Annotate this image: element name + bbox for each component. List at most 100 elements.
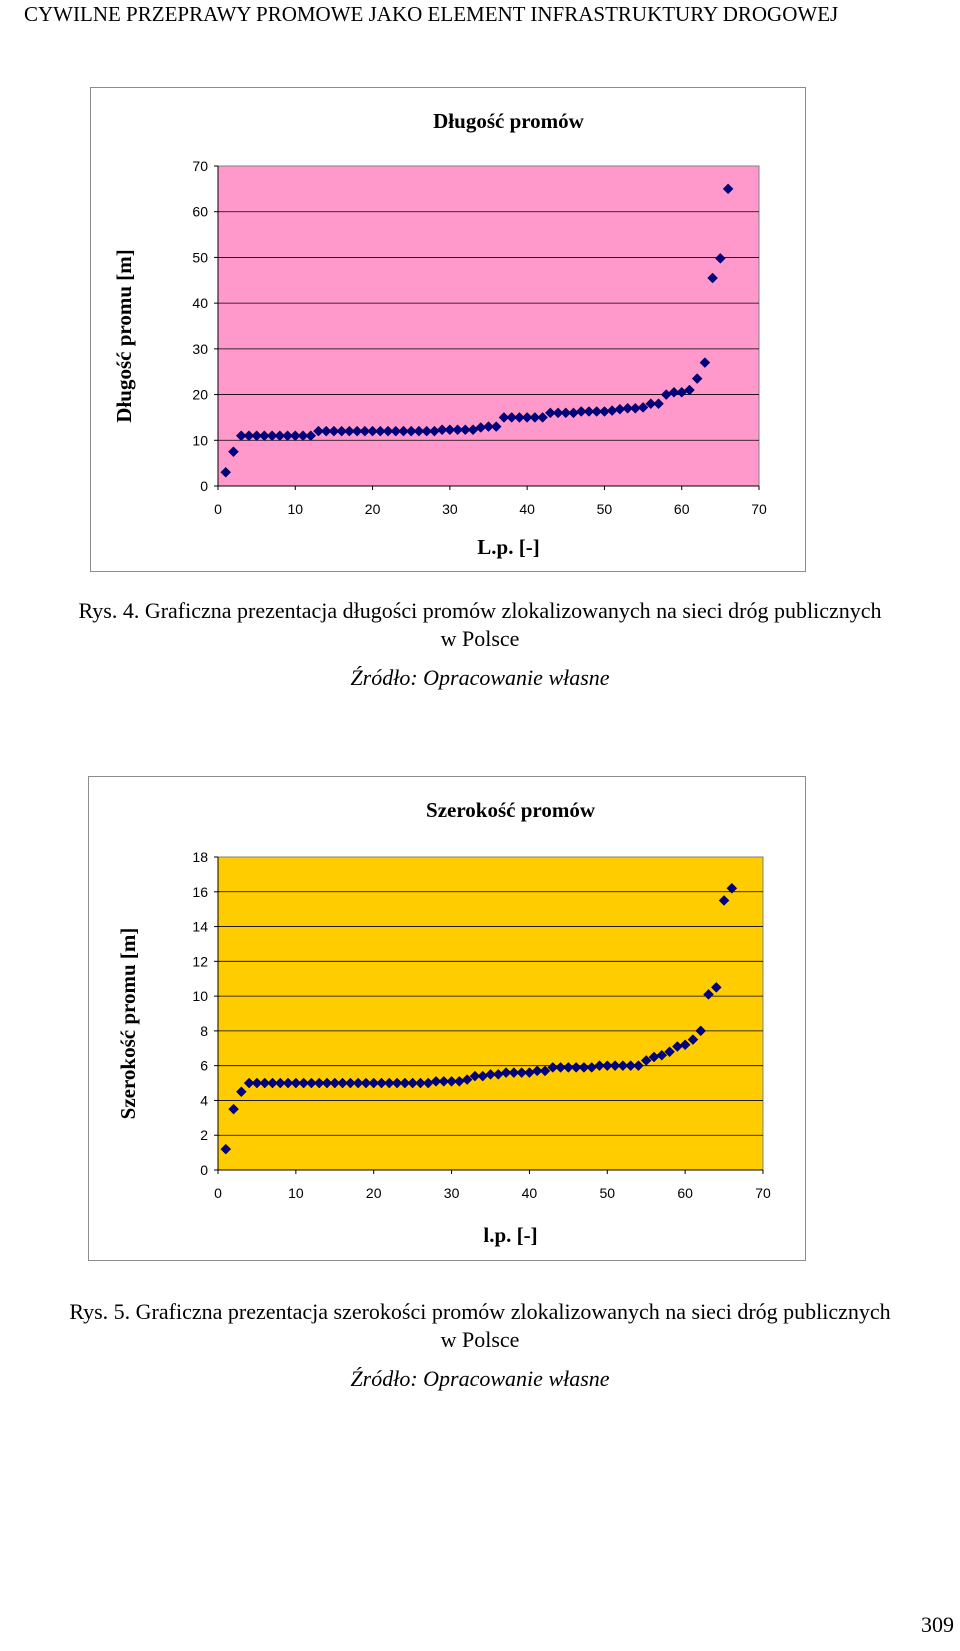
width-data-point bbox=[228, 1103, 239, 1115]
width-y-tick-label: 16 bbox=[192, 884, 208, 900]
width-data-point bbox=[695, 1025, 707, 1037]
length-data-point bbox=[691, 373, 703, 384]
length-data-point bbox=[490, 421, 502, 432]
width-y-tick-label: 6 bbox=[200, 1058, 208, 1074]
page-number: 309 bbox=[921, 1612, 954, 1637]
length-data-point bbox=[637, 402, 649, 413]
length-data-point bbox=[715, 252, 726, 264]
width-x-tick-label: 70 bbox=[755, 1185, 771, 1201]
width-data-point bbox=[539, 1065, 551, 1077]
width-x-tick-label: 30 bbox=[444, 1185, 460, 1201]
width-x-tick-label: 40 bbox=[522, 1185, 538, 1201]
width-data-point bbox=[718, 895, 730, 906]
length-y-tick-label: 20 bbox=[192, 387, 208, 403]
length-data-point bbox=[436, 424, 448, 436]
length-data-point bbox=[537, 412, 548, 423]
width-y-tick-label: 10 bbox=[192, 988, 208, 1004]
length-data-point bbox=[359, 425, 371, 437]
width-y-tick-label: 18 bbox=[192, 849, 208, 865]
length-plot-area bbox=[217, 165, 760, 487]
length-data-point bbox=[459, 424, 471, 436]
width-data-point bbox=[313, 1077, 325, 1089]
length-y-tick-label: 60 bbox=[192, 204, 208, 220]
length-data-point bbox=[313, 425, 324, 437]
width-data-point bbox=[679, 1039, 691, 1051]
figure-4-caption-line1: Rys. 4. Graficzna prezentacja długości p… bbox=[78, 598, 882, 623]
width-data-point bbox=[345, 1077, 356, 1089]
length-data-point bbox=[235, 430, 247, 442]
length-data-point bbox=[552, 407, 564, 419]
length-data-point bbox=[320, 425, 332, 437]
figure-5-source: Źródło: Opracowanie własne bbox=[350, 1366, 610, 1391]
width-data-point bbox=[563, 1062, 574, 1073]
length-y-tick-label: 50 bbox=[192, 249, 208, 265]
length-data-point bbox=[282, 430, 293, 442]
length-data-point bbox=[622, 402, 633, 414]
length-data-point bbox=[444, 424, 456, 436]
width-x-tick-label: 50 bbox=[599, 1185, 615, 1201]
width-data-point bbox=[399, 1077, 411, 1089]
length-data-point bbox=[374, 425, 386, 437]
length-data-point bbox=[251, 430, 262, 442]
width-data-point bbox=[461, 1074, 473, 1085]
length-data-point bbox=[351, 425, 363, 437]
width-data-point bbox=[469, 1070, 481, 1082]
width-data-point bbox=[609, 1060, 621, 1072]
length-data-point bbox=[684, 384, 695, 396]
width-data-point bbox=[625, 1060, 636, 1072]
length-data-point bbox=[452, 424, 463, 436]
length-chart-title: Długość promów bbox=[433, 109, 585, 133]
width-data-point bbox=[282, 1077, 294, 1089]
length-y-tick-label: 0 bbox=[200, 478, 208, 494]
length-data-point bbox=[228, 446, 239, 458]
width-data-point bbox=[656, 1049, 668, 1061]
length-y-tick-label: 70 bbox=[192, 158, 208, 174]
length-x-tick-label: 10 bbox=[287, 501, 303, 517]
width-data-point bbox=[407, 1077, 418, 1089]
width-data-point bbox=[236, 1086, 247, 1098]
length-data-point bbox=[583, 406, 595, 417]
length-data-point bbox=[699, 357, 711, 368]
width-chart: 0 2 4 6 8 10 12 14 16 18 0 10 20 30 40 50 60 70 Szerokość … bbox=[88, 776, 806, 1261]
width-data-point bbox=[290, 1077, 302, 1089]
length-data-point bbox=[405, 425, 417, 437]
figure-4-caption-line2: w Polsce bbox=[440, 626, 520, 651]
width-data-point bbox=[243, 1077, 255, 1089]
width-data-point bbox=[726, 882, 738, 894]
width-data-point bbox=[329, 1077, 341, 1089]
width-data-point bbox=[306, 1077, 317, 1089]
width-chart-svg: 0 2 4 6 8 10 12 14 16 18 0 10 20 30 40 50 60 70 Szerokość … bbox=[116, 798, 771, 1247]
length-y-axis-label: Długość promu [m] bbox=[112, 249, 136, 422]
width-plot-area bbox=[217, 856, 764, 1171]
length-chart: 0 10 20 30 40 50 60 70 0 10 20 30 40 50 60 70 Długość pr… bbox=[90, 87, 806, 572]
length-data-point bbox=[220, 466, 232, 478]
width-y-tick-label: 2 bbox=[200, 1127, 208, 1143]
length-data-point bbox=[390, 425, 402, 437]
length-data-point bbox=[289, 430, 301, 442]
length-y-tick-label: 30 bbox=[192, 341, 208, 357]
width-data-point bbox=[438, 1075, 450, 1087]
length-data-point bbox=[413, 425, 425, 437]
width-y-tick-label: 8 bbox=[200, 1023, 208, 1039]
width-data-point bbox=[352, 1077, 364, 1089]
length-data-point bbox=[668, 386, 680, 398]
length-y-tick-label: 40 bbox=[192, 295, 208, 311]
width-data-point bbox=[383, 1077, 395, 1089]
length-data-point bbox=[336, 425, 348, 437]
width-data-point bbox=[578, 1062, 590, 1073]
length-x-tick-label: 40 bbox=[519, 501, 535, 517]
width-data-point bbox=[360, 1077, 372, 1089]
length-data-point bbox=[259, 430, 270, 442]
length-data-point bbox=[560, 407, 572, 419]
length-data-point bbox=[529, 412, 541, 423]
width-data-point bbox=[531, 1065, 543, 1077]
length-data-point bbox=[382, 425, 394, 437]
width-x-tick-label: 60 bbox=[677, 1185, 693, 1201]
width-y-tick-label: 14 bbox=[192, 919, 208, 935]
length-data-point bbox=[591, 406, 603, 417]
length-y-tick-label: 10 bbox=[192, 432, 208, 448]
length-data-point bbox=[506, 412, 518, 423]
width-y-tick-label: 0 bbox=[200, 1162, 208, 1178]
length-data-point bbox=[575, 406, 587, 417]
length-data-point bbox=[297, 430, 309, 442]
